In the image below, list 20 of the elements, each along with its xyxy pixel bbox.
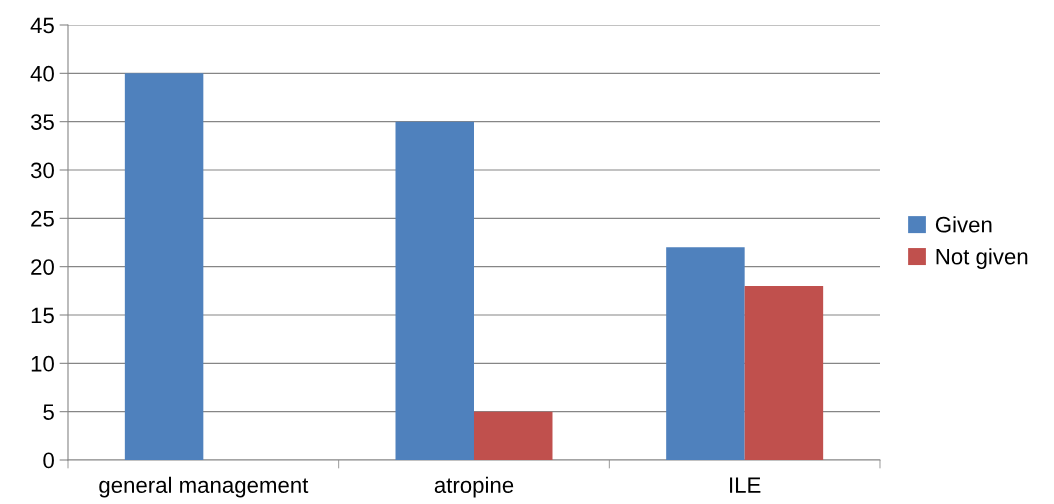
bar [124,73,204,460]
y-tick-label: 25 [31,210,54,227]
legend-label: Given [935,216,992,233]
legend-label: Not given [936,248,1028,269]
x-tick-label: ILE [730,477,761,493]
y-tick-label: 35 [30,114,54,130]
x-tick-label: general management [99,476,309,498]
y-tick-label: 45 [30,17,54,34]
bar [744,286,824,460]
y-tick-label: 10 [31,355,54,372]
y-tick-label: 5 [43,404,54,420]
bar [474,411,553,460]
y-tick-label: 20 [31,259,54,275]
bar [666,247,745,460]
bar [395,121,474,460]
y-tick-label: 0 [43,452,54,469]
y-tick-label: 30 [30,162,54,179]
y-tick-label: 15 [31,307,54,324]
x-tick-label: atropine [434,476,514,498]
y-tick-label: 40 [30,65,54,82]
